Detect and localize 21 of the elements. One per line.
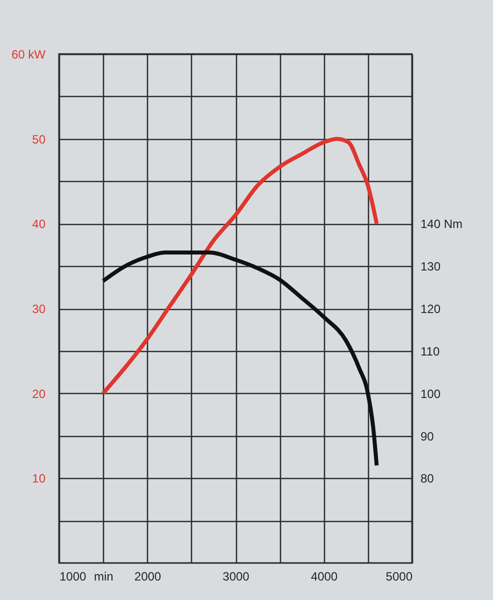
y-tick-label: 60 kW xyxy=(11,48,46,62)
line-series xyxy=(101,136,379,396)
x-tick-label: 1000 xyxy=(60,570,87,584)
y2-tick-label: 80 xyxy=(420,472,434,486)
y2-tick-label: 140 Nm xyxy=(420,217,463,232)
x-tick-label: 5000 xyxy=(386,570,413,584)
y2-tick-label: 90 xyxy=(420,429,434,444)
line-series xyxy=(101,250,379,468)
y-tick-label: 20 xyxy=(32,386,46,401)
x-tick-label: 4000 xyxy=(310,570,338,584)
y-tick-label: 40 xyxy=(32,217,46,232)
y2-tick-label: 110 xyxy=(420,344,440,358)
y2-tick-label: 130 xyxy=(420,260,441,274)
y2-tick-label: 100 xyxy=(420,386,441,401)
y2-tick-label: 120 xyxy=(420,302,441,316)
y-tick-label: 50 xyxy=(32,132,46,146)
x-tick-label: 2000 xyxy=(134,570,162,584)
y-tick-label: 10 xyxy=(32,472,46,486)
x-tick-label: min xyxy=(94,570,114,584)
y-tick-label: 30 xyxy=(32,302,46,316)
x-tick-label: 3000 xyxy=(222,570,250,584)
